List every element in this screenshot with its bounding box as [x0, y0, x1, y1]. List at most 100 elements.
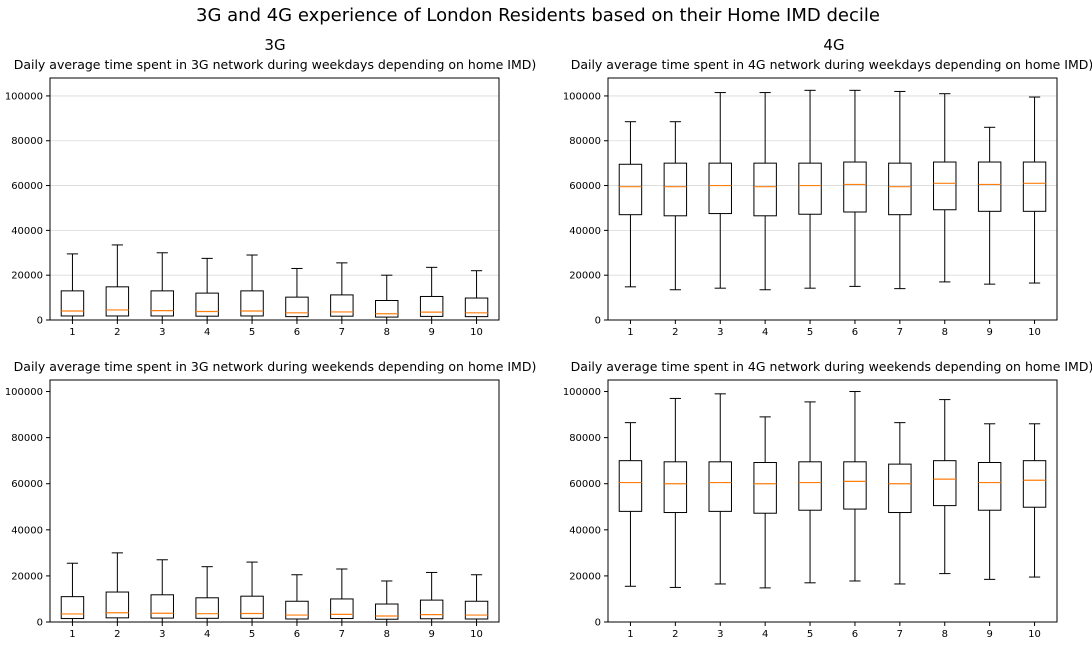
figure-suptitle: 3G and 4G experience of London Residents…	[196, 5, 880, 26]
box-4g-weekends-5	[798, 401, 822, 584]
box-body	[753, 162, 777, 217]
xtick-label-4g-weekdays-10: 10	[1028, 327, 1041, 338]
box-3g-weekends-7	[330, 568, 354, 623]
box-3g-weekends-10	[464, 574, 489, 623]
box-4g-weekends-9	[977, 423, 1002, 580]
box-3g-weekends-8	[375, 580, 399, 623]
box-body	[195, 597, 219, 619]
ytick-label-4g-weekends-3: 60000	[569, 479, 601, 490]
xtick-label-3g-weekends-5: 5	[249, 629, 255, 640]
xtick-label-3g-weekends-4: 4	[204, 629, 210, 640]
box-4g-weekdays-4	[753, 92, 777, 291]
ytick-label-3g-weekdays-4: 80000	[11, 136, 43, 147]
box-body	[708, 162, 732, 215]
box-body	[753, 462, 777, 514]
box-body	[375, 300, 399, 318]
box-body	[240, 290, 264, 317]
box-4g-weekdays-7	[888, 90, 912, 290]
ytick-label-3g-weekdays-1: 20000	[11, 271, 43, 282]
ytick-label-3g-weekdays-3: 60000	[11, 181, 43, 192]
box-3g-weekdays-10	[464, 270, 489, 321]
box-3g-weekdays-6	[285, 267, 309, 321]
column-title-4g: 4G	[823, 36, 844, 54]
box-4g-weekdays-1	[618, 121, 643, 288]
box-body	[708, 461, 732, 512]
box-4g-weekends-7	[888, 422, 912, 585]
box-4g-weekends-10	[1022, 423, 1047, 578]
box-body	[375, 603, 399, 620]
box-body	[464, 600, 489, 620]
box-3g-weekdays-8	[375, 274, 399, 321]
xtick-label-3g-weekdays-10: 10	[470, 327, 483, 338]
box-body	[60, 290, 85, 317]
box-body	[977, 161, 1002, 212]
box-body	[464, 297, 489, 318]
box-body	[618, 460, 643, 512]
xtick-label-4g-weekends-5: 5	[807, 629, 813, 640]
box-body	[933, 460, 957, 507]
box-4g-weekdays-3	[708, 92, 732, 289]
subplot-title-4g-weekdays: Daily average time spent in 4G network d…	[571, 57, 1092, 72]
box-4g-weekdays-6	[843, 89, 867, 287]
xtick-label-4g-weekends-3: 3	[717, 629, 723, 640]
xtick-label-4g-weekdays-9: 9	[986, 327, 992, 338]
axes-frame-3g-weekdays	[49, 77, 500, 321]
box-body	[105, 591, 130, 619]
ytick-label-4g-weekends-2: 40000	[569, 525, 601, 536]
ytick-label-3g-weekends-3: 60000	[11, 479, 43, 490]
box-3g-weekends-2	[105, 552, 130, 623]
panel-4g-weekdays: Daily average time spent in 4G network d…	[563, 57, 1092, 338]
box-body	[105, 286, 130, 317]
xtick-label-4g-weekends-7: 7	[897, 629, 903, 640]
ytick-label-4g-weekdays-2: 40000	[569, 226, 601, 237]
box-3g-weekends-6	[285, 574, 309, 623]
ytick-label-4g-weekends-5: 100000	[563, 387, 601, 398]
xtick-label-3g-weekends-9: 9	[428, 629, 434, 640]
xtick-label-4g-weekdays-4: 4	[762, 327, 768, 338]
panel-4g-weekends: Daily average time spent in 4G network d…	[563, 359, 1092, 640]
xtick-label-4g-weekdays-1: 1	[627, 327, 633, 338]
box-body	[888, 162, 912, 216]
box-body	[843, 161, 867, 213]
box-3g-weekdays-4	[195, 257, 219, 321]
column-title-3g: 3G	[264, 36, 285, 54]
box-body	[798, 461, 822, 511]
box-3g-weekdays-9	[419, 266, 444, 321]
box-body	[618, 163, 643, 216]
box-body	[240, 595, 264, 619]
ytick-label-3g-weekends-1: 20000	[11, 571, 43, 582]
xtick-label-3g-weekdays-2: 2	[114, 327, 120, 338]
ytick-label-3g-weekdays-0: 0	[37, 316, 43, 327]
ytick-label-3g-weekends-0: 0	[37, 618, 43, 629]
box-4g-weekends-1	[618, 422, 643, 587]
xtick-label-3g-weekdays-8: 8	[384, 327, 390, 338]
xtick-label-3g-weekdays-5: 5	[249, 327, 255, 338]
box-body	[150, 594, 174, 619]
box-3g-weekdays-3	[150, 252, 174, 321]
ytick-label-3g-weekdays-5: 100000	[5, 91, 43, 102]
box-3g-weekdays-2	[105, 244, 130, 321]
axes-frame-4g-weekdays	[607, 77, 1058, 321]
box-body	[1022, 161, 1047, 212]
xtick-label-3g-weekends-8: 8	[384, 629, 390, 640]
box-4g-weekends-6	[843, 391, 867, 582]
box-3g-weekends-3	[150, 559, 174, 623]
box-4g-weekdays-9	[977, 126, 1002, 285]
xtick-label-4g-weekends-9: 9	[986, 629, 992, 640]
axes-frame-3g-weekends	[49, 379, 500, 623]
box-3g-weekends-4	[195, 566, 219, 623]
xtick-label-4g-weekends-8: 8	[942, 629, 948, 640]
xtick-label-4g-weekdays-7: 7	[897, 327, 903, 338]
xtick-label-3g-weekends-6: 6	[294, 629, 300, 640]
ytick-label-4g-weekends-0: 0	[595, 618, 601, 629]
ytick-label-4g-weekdays-5: 100000	[563, 91, 601, 102]
xtick-label-3g-weekdays-6: 6	[294, 327, 300, 338]
xtick-label-4g-weekdays-2: 2	[672, 327, 678, 338]
box-3g-weekends-5	[240, 561, 264, 623]
xtick-label-4g-weekdays-6: 6	[852, 327, 858, 338]
box-3g-weekdays-5	[240, 254, 264, 321]
box-body	[60, 596, 85, 620]
xtick-label-4g-weekends-1: 1	[627, 629, 633, 640]
box-4g-weekdays-2	[663, 121, 688, 291]
xtick-label-4g-weekends-2: 2	[672, 629, 678, 640]
